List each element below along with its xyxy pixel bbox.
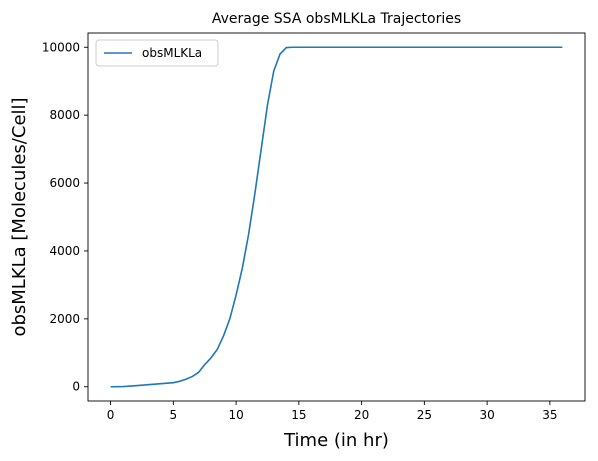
legend-label: obsMLKLa [142,46,202,60]
x-axis-label: Time (in hr) [283,430,389,451]
y-tick-label: 10000 [42,40,80,54]
x-tick-label: 0 [107,408,115,422]
x-tick-label: 25 [417,408,432,422]
plot-frame [87,32,586,402]
legend: obsMLKLa [95,39,219,67]
y-tick-label: 6000 [49,176,80,190]
x-tick-label: 10 [228,408,243,422]
y-tick-label: 4000 [49,244,80,258]
x-tick-label: 15 [291,408,306,422]
y-axis-label: obsMLKLa [Molecules/Cell] [9,97,30,336]
x-tick-label: 30 [479,408,494,422]
x-tick-label: 5 [170,408,178,422]
legend-box [95,39,219,67]
plot-background [88,33,585,401]
y-axis-ticks: 0 2000 4000 6000 8000 10000 [42,40,88,394]
x-tick-label: 20 [354,408,369,422]
y-tick-label: 8000 [49,108,80,122]
plot-area [87,32,586,402]
chart-title: Average SSA obsMLKLa Trajectories [212,11,461,27]
series-line-0 [110,46,563,388]
y-tick-label: 0 [72,380,80,394]
y-tick-label: 2000 [49,312,80,326]
x-tick-label: 35 [542,408,557,422]
x-axis-ticks: 0 5 10 15 20 25 30 35 [107,401,557,422]
